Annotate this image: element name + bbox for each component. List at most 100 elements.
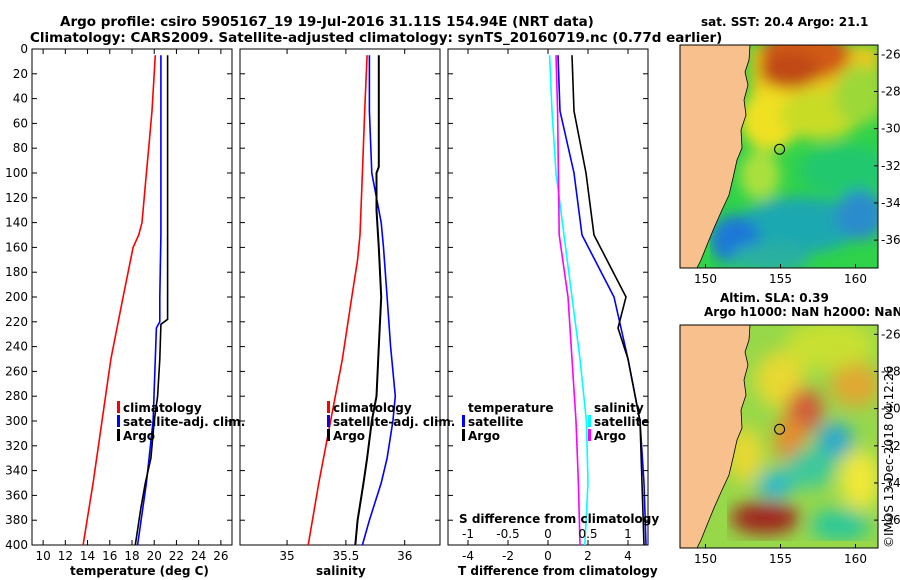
x-tick-label: 18 (124, 549, 139, 563)
sla-map-title-1: Altim. SLA: 0.39 (720, 291, 829, 305)
x-tick-label: 24 (191, 549, 206, 563)
sla-map-ticks: 150 155 160 -26 -28 -30 -32 -34 -36 (694, 327, 900, 566)
x-tick-label: 10 (35, 549, 50, 563)
sst-argo-location-marker (774, 143, 786, 155)
sst-land (680, 45, 750, 268)
sst-map-frame (679, 44, 879, 269)
map-x-tick-label: 150 (694, 552, 717, 566)
map-y-tick-label: -36 (881, 513, 900, 527)
depth-tick-label: 400 (5, 538, 28, 552)
sst-coastline (696, 45, 751, 268)
depth-tick-label: 360 (5, 488, 28, 502)
series-line-argo (134, 55, 169, 546)
x-tick-label: 2 (584, 549, 592, 563)
s-tick-label: 0.5 (578, 527, 597, 541)
sst-map-panel: sat. SST: 20.4 Argo: 21.1 150 15 (679, 15, 900, 286)
salinity-series (307, 55, 397, 546)
map-y-tick-label: -26 (881, 47, 900, 61)
series-line-satellite-adj-clim- (136, 55, 162, 546)
depth-tick-label: 280 (5, 389, 28, 403)
temperature-ticks: 10 12 14 16 18 20 22 24 26 (32, 48, 232, 563)
map-y-tick-label: -30 (881, 122, 900, 136)
legend-label-climatology: climatology (333, 401, 412, 415)
imos-credit: ©IMOS 13-Dec-2018 04:12:26 (882, 366, 896, 548)
salinity-xlabel: salinity (316, 564, 366, 578)
x-tick-label: 35 (279, 549, 294, 563)
legend-label-satellite: satellite-adj. clim. (333, 415, 455, 429)
difference-panel: -4 -2 0 2 4 -1 -0.5 0 0.5 1 S difference from cli… (447, 48, 659, 578)
depth-tick-label: 260 (5, 364, 28, 378)
series-line-climatology (82, 55, 157, 546)
legend-swatch-argo (327, 429, 330, 441)
map-y-tick-label: -32 (881, 439, 900, 453)
depth-tick-label: 180 (5, 265, 28, 279)
temperature-series (82, 55, 169, 546)
depth-tick-label: 340 (5, 464, 28, 478)
s-tick-label: -1 (462, 527, 474, 541)
sla-map-frame (679, 324, 879, 549)
sla-map-panel: Altim. SLA: 0.39 Argo h1000: NaN h2000: … (679, 291, 900, 566)
x-tick-label: 0 (544, 549, 552, 563)
legend-swatch-climatology (117, 401, 120, 413)
x-tick-label: 4 (624, 549, 632, 563)
legend-swatch-satellite (117, 415, 120, 427)
s-tick-label: 1 (624, 527, 632, 541)
series-line-climatology (307, 55, 368, 546)
depth-tick-label: 0 (20, 42, 28, 56)
legend-swatch-climatology (327, 401, 330, 413)
difference-plot-frame (447, 48, 649, 546)
depth-tick-label: 300 (5, 414, 28, 428)
legend-swatch-t-argo (462, 429, 465, 441)
sla-map-title-2: Argo h1000: NaN h2000: NaN (704, 305, 900, 319)
legend-label-s-satellite: satellite (594, 415, 649, 429)
map-y-tick-label: -28 (881, 364, 900, 378)
depth-tick-label: 60 (13, 116, 28, 130)
x-tick-label: -2 (502, 549, 514, 563)
depth-tick-label: 140 (5, 216, 28, 230)
depth-tick-label: 100 (5, 166, 28, 180)
sla-coastline (696, 325, 751, 548)
series-line-s-argo-clim (555, 55, 581, 546)
depth-tick-label: 20 (13, 67, 28, 81)
legend-label-climatology: climatology (123, 401, 202, 415)
x-tick-label: -4 (462, 549, 474, 563)
map-y-tick-label: -26 (881, 327, 900, 341)
depth-tick-label: 200 (5, 290, 28, 304)
depth-tick-label: 240 (5, 340, 28, 354)
depth-tick-label: 320 (5, 439, 28, 453)
map-x-tick-label: 155 (769, 552, 792, 566)
map-y-tick-label: -34 (881, 196, 900, 210)
legend-swatch-s-satellite (588, 415, 591, 427)
difference-series (548, 55, 647, 546)
x-tick-label: 35.5 (333, 549, 360, 563)
map-y-tick-label: -32 (881, 159, 900, 173)
legend-swatch-argo (117, 429, 120, 441)
s-tick-label: -0.5 (496, 527, 519, 541)
depth-tick-label: 160 (5, 240, 28, 254)
salinity-plot-frame (239, 48, 441, 546)
series-line-satellite-adj-clim- (361, 55, 397, 546)
x-tick-label: 36 (397, 549, 412, 563)
x-tick-label: 22 (169, 549, 184, 563)
map-x-tick-label: 160 (844, 552, 867, 566)
difference-legend-right: salinity satellite Argo (588, 401, 649, 443)
legend-swatch-satellite (327, 415, 330, 427)
x-tick-label: 20 (147, 549, 162, 563)
depth-tick-label: 120 (5, 191, 28, 205)
temperature-plot-frame (31, 48, 233, 546)
temperature-legend: climatology satellite-adj. clim. Argo (117, 401, 245, 443)
x-tick-label: 16 (102, 549, 117, 563)
map-x-tick-label: 155 (769, 272, 792, 286)
series-line-s-satellite-clim (548, 55, 589, 546)
title-line-1: Argo profile: csiro 5905167_19 19-Jul-20… (60, 14, 594, 30)
legend-label-salinity: salinity (594, 401, 644, 415)
sst-map-title: sat. SST: 20.4 Argo: 21.1 (701, 15, 868, 29)
legend-label-t-argo: Argo (468, 429, 500, 443)
legend-label-temperature: temperature (468, 401, 553, 415)
map-y-tick-label: -28 (881, 84, 900, 98)
salinity-ticks: 35 35.5 36 (240, 48, 440, 563)
sst-map-ticks: 150 155 160 -26 -28 -30 -32 -34 -36 (694, 47, 900, 286)
difference-ticks: -4 -2 0 2 4 -1 -0.5 0 0.5 1 (448, 48, 648, 563)
legend-swatch-t-satellite (462, 415, 465, 427)
